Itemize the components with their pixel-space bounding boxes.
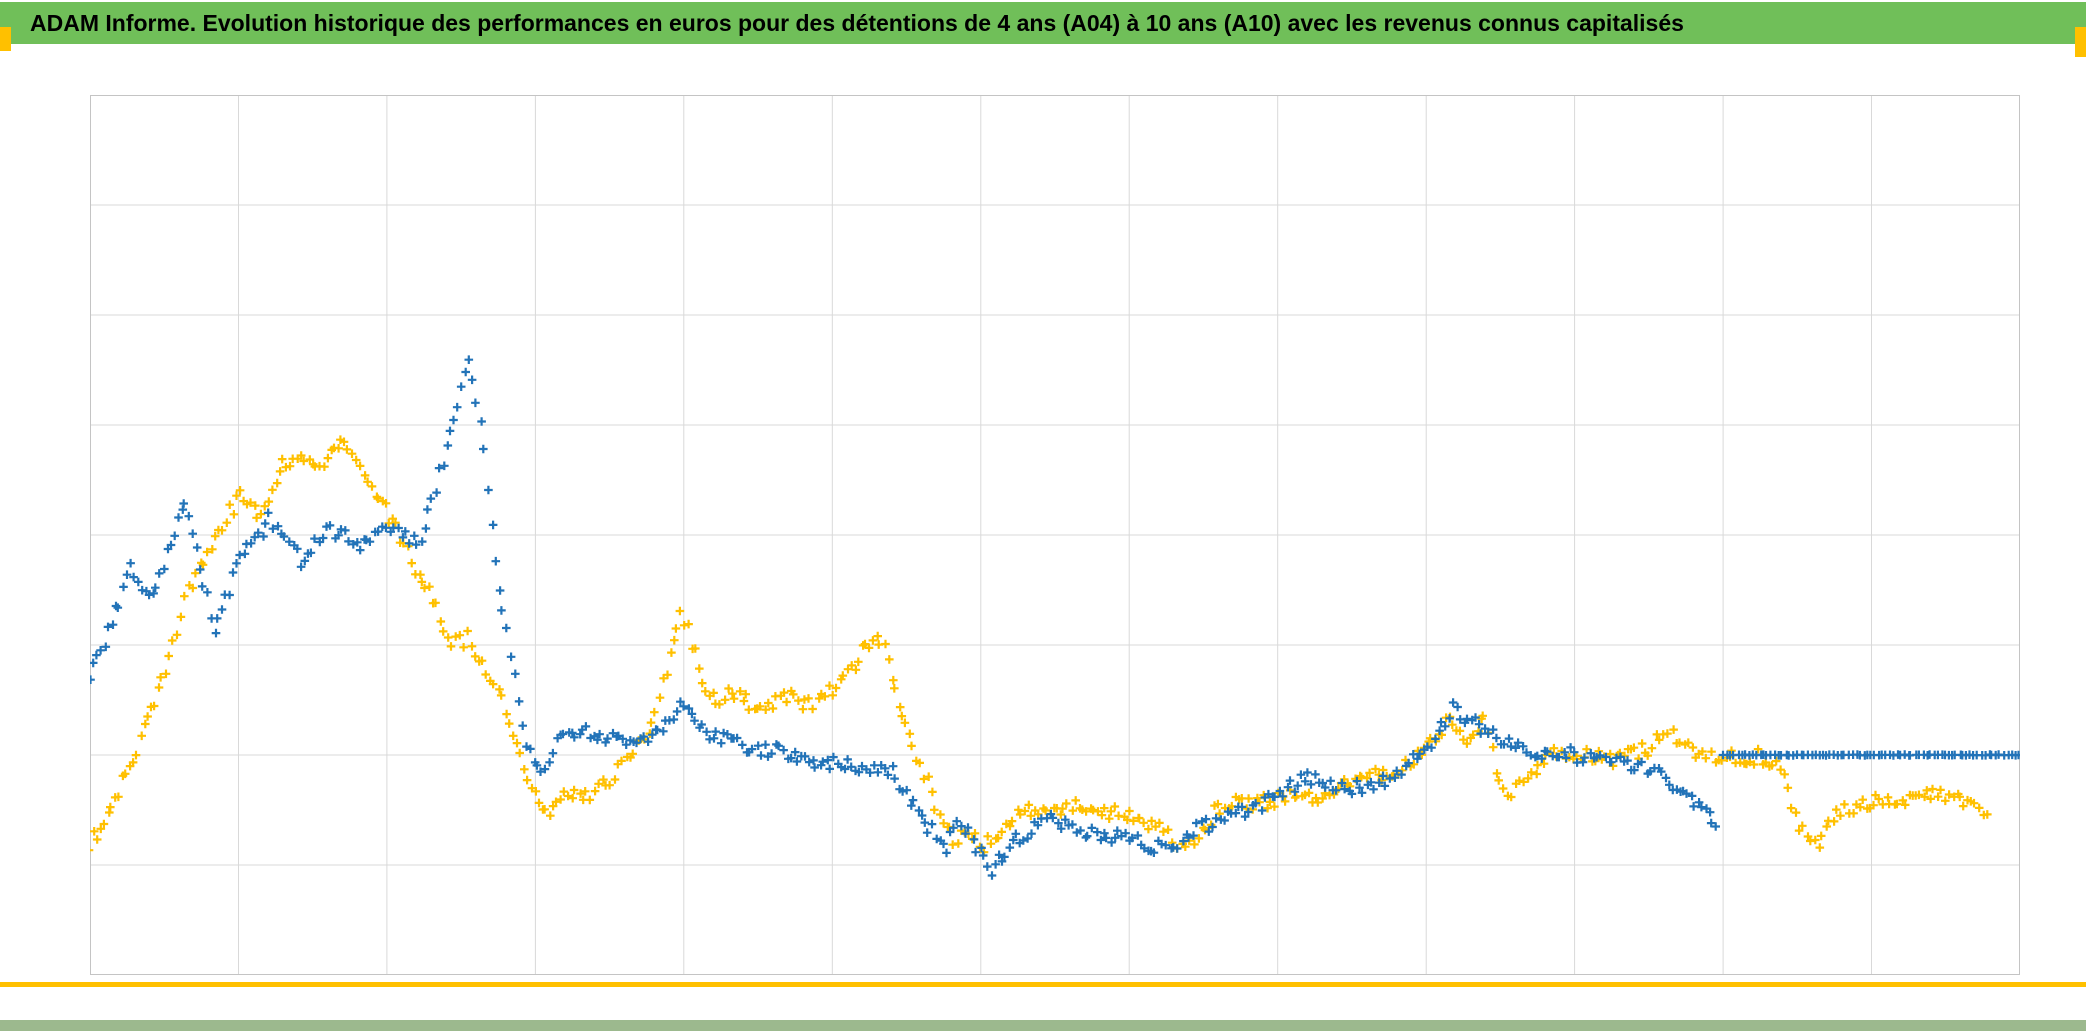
page-title: ADAM Informe. Evolution historique des p…	[30, 9, 1684, 36]
title-banner: ADAM Informe. Evolution historique des p…	[0, 2, 2086, 44]
footer-strip	[0, 1020, 2086, 1031]
chart-area	[90, 95, 2020, 975]
corner-accent-left	[0, 27, 11, 51]
bottom-accent-rule	[0, 982, 2086, 987]
scatter-chart	[90, 95, 2020, 975]
corner-accent-right	[2075, 27, 2086, 57]
